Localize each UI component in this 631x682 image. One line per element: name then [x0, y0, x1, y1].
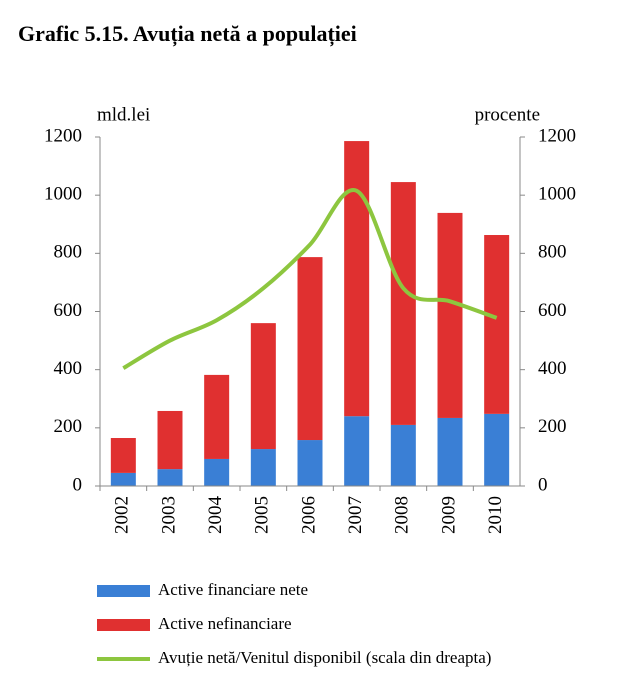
y-axis-label: mld.lei	[97, 104, 150, 125]
bar	[437, 417, 463, 486]
y-tick-label: 1000	[44, 184, 82, 205]
legend-swatch	[97, 585, 150, 597]
bar	[204, 374, 230, 459]
y2-tick-label: 800	[538, 242, 567, 263]
bar	[484, 413, 510, 486]
y-tick-label: 200	[54, 416, 83, 437]
bar	[110, 438, 136, 473]
y2-tick-label: 200	[538, 416, 567, 437]
y2-tick-label: 400	[538, 358, 567, 379]
y2-tick-label: 600	[538, 300, 567, 321]
x-tick-label: 2010	[485, 496, 506, 534]
y-tick-label: 600	[54, 300, 83, 321]
y-tick-label: 1200	[44, 125, 82, 146]
legend-label: Active nefinanciare	[158, 614, 292, 633]
chart-title: Grafic 5.15. Avuția netă a populației	[18, 21, 357, 47]
x-tick-label: 2006	[298, 496, 319, 534]
x-tick-label: 2007	[345, 496, 366, 534]
y2-tick-label: 0	[538, 474, 548, 495]
x-tick-label: 2003	[158, 496, 179, 534]
x-tick-label: 2005	[252, 496, 273, 534]
bar	[204, 458, 230, 486]
bar	[484, 235, 510, 414]
bar	[110, 472, 136, 486]
bar	[157, 469, 183, 486]
bar	[297, 257, 323, 441]
bar	[390, 182, 416, 425]
y2-axis-label: procente	[475, 104, 540, 125]
x-tick-label: 2008	[392, 496, 413, 534]
x-tick-label: 2009	[438, 496, 459, 534]
bar	[437, 212, 463, 418]
line	[122, 188, 498, 370]
bar	[344, 141, 370, 417]
y2-tick-label: 1200	[538, 125, 576, 146]
bar	[344, 416, 370, 486]
bar	[250, 449, 276, 486]
x-tick-label: 2002	[112, 496, 133, 534]
bar	[297, 440, 323, 486]
x-tick-label: 2004	[205, 496, 226, 535]
legend-label: Active financiare nete	[158, 580, 308, 599]
y-tick-label: 0	[73, 474, 83, 495]
legend-label: Avuție netă/Venitul disponibil (scala di…	[158, 648, 491, 667]
bar	[250, 323, 276, 450]
y-tick-label: 400	[54, 358, 83, 379]
legend-swatch	[97, 619, 150, 631]
bar	[390, 424, 416, 486]
y-tick-label: 800	[54, 242, 83, 263]
bar	[157, 410, 183, 470]
y2-tick-label: 1000	[538, 184, 576, 205]
